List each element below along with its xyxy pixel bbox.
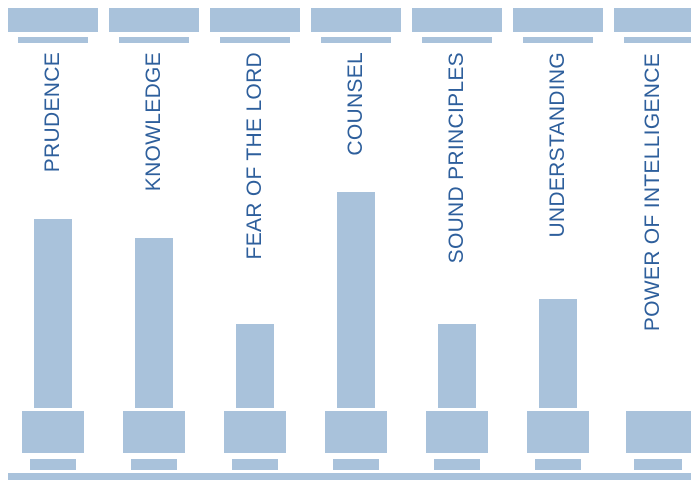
pillar-capital	[412, 8, 502, 32]
pillar-label: FEAR OF THE LORD	[243, 52, 266, 260]
pillar-capital-band	[321, 37, 391, 43]
pillar-prudence: PRUDENCE	[8, 0, 98, 480]
pillar-base	[123, 411, 185, 453]
pillar-understanding: UNDERSTANDING	[513, 0, 603, 480]
pillar-capital-band	[119, 37, 189, 43]
pillar-label: SOUND PRINCIPLES	[445, 52, 468, 264]
pillar-base	[527, 411, 589, 453]
pillar-shaft	[34, 219, 72, 408]
pillar-capital	[513, 8, 603, 32]
pillar-sound-principles: SOUND PRINCIPLES	[412, 0, 502, 480]
pillar-capital-band	[523, 37, 593, 43]
pillar-plinth	[333, 459, 379, 470]
pillar-capital	[614, 8, 691, 32]
pillar-power-of-intelligence: POWER OF INTELLIGENCE	[614, 0, 691, 480]
pillar-knowledge: KNOWLEDGE	[109, 0, 199, 480]
pillar-capital-band	[18, 37, 88, 43]
pillar-shaft	[135, 238, 173, 408]
pillar-base	[224, 411, 286, 453]
pillar-plinth	[232, 459, 278, 470]
pillar-plinth	[131, 459, 177, 470]
pillar-plinth	[30, 459, 76, 470]
pillar-base	[626, 411, 691, 453]
pillar-base	[325, 411, 387, 453]
pillar-base	[426, 411, 488, 453]
pillar-fear-of-the-lord: FEAR OF THE LORD	[210, 0, 300, 480]
pillar-capital-band	[624, 37, 691, 43]
ground-line	[8, 473, 691, 480]
pillar-shaft	[337, 192, 375, 408]
pillar-capital	[210, 8, 300, 32]
pillar-capital-band	[422, 37, 492, 43]
pillar-label: UNDERSTANDING	[546, 52, 569, 238]
pillar-capital	[109, 8, 199, 32]
pillar-plinth	[434, 459, 480, 470]
pillar-label: KNOWLEDGE	[142, 52, 165, 192]
pillar-shaft	[438, 324, 476, 408]
pillar-capital	[8, 8, 98, 32]
pillar-capital-band	[220, 37, 290, 43]
pillar-label: POWER OF INTELLIGENCE	[640, 53, 664, 332]
pillar-capital	[311, 8, 401, 32]
pillar-label: PRUDENCE	[41, 52, 64, 173]
pillar-label: COUNSEL	[344, 52, 367, 156]
pillar-counsel: COUNSEL	[311, 0, 401, 480]
pillar-plinth	[634, 459, 682, 470]
pillar-plinth	[535, 459, 581, 470]
pillar-shaft	[539, 299, 577, 408]
pillar-shaft	[236, 324, 274, 408]
pillar-base	[22, 411, 84, 453]
